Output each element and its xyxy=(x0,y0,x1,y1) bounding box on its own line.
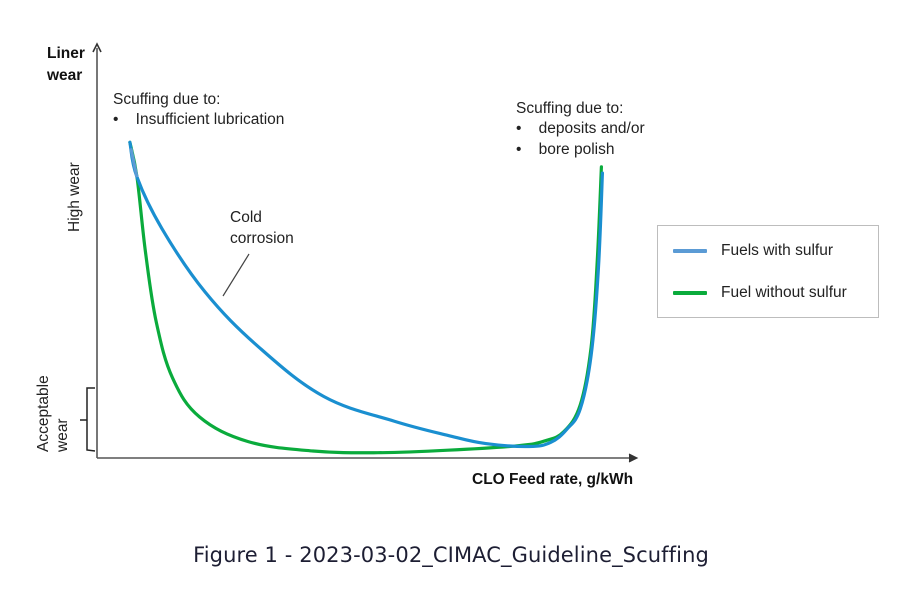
legend-label-sulfur: Fuels with sulfur xyxy=(721,242,833,259)
series-layer xyxy=(128,140,604,455)
acceptable-wear-label-line2: wear xyxy=(54,418,71,453)
x-axis-title: CLO Feed rate, g/kWh xyxy=(472,471,633,488)
series-line-fuel-without-sulfur xyxy=(128,140,603,455)
high-wear-label: High wear xyxy=(66,162,83,232)
acceptable-wear-label-line1: Acceptable xyxy=(35,375,52,452)
cold-corrosion-pointer xyxy=(222,253,250,297)
annotation-left-line2: • Insufficient lubrication xyxy=(113,111,284,128)
annotation-cold-line2: corrosion xyxy=(230,230,294,247)
legend-label-no-sulfur: Fuel without sulfur xyxy=(721,284,847,301)
chart: Liner wear CLO Feed rate, g/kWh High wea… xyxy=(35,42,645,488)
series-line-fuels-with-sulfur xyxy=(128,140,604,449)
annotation-left-line1: Scuffing due to: xyxy=(113,91,220,108)
annotation-right-line3: • bore polish xyxy=(516,141,614,158)
legend-item-sulfur: Fuels with sulfur xyxy=(658,242,833,260)
figure-caption: Figure 1 - 2023-03-02_CIMAC_Guideline_Sc… xyxy=(193,543,709,567)
legend-swatch-no-sulfur xyxy=(673,291,707,295)
y-axis-title-line2: wear xyxy=(46,67,82,84)
legend-item-no-sulfur: Fuel without sulfur xyxy=(658,284,847,302)
x-axis-arrow-icon xyxy=(628,453,639,463)
series-overlap-segment xyxy=(129,147,139,178)
y-axis-arrow-icon xyxy=(92,42,102,53)
acceptable-wear-brace xyxy=(80,387,96,452)
annotation-right-line1: Scuffing due to: xyxy=(516,100,623,117)
legend: Fuels with sulfur Fuel without sulfur xyxy=(657,225,879,318)
legend-swatch-sulfur xyxy=(673,249,707,253)
annotation-cold-line1: Cold xyxy=(230,209,262,226)
annotation-right-line2: • deposits and/or xyxy=(516,120,645,137)
y-axis-title-line1: Liner xyxy=(47,45,85,62)
